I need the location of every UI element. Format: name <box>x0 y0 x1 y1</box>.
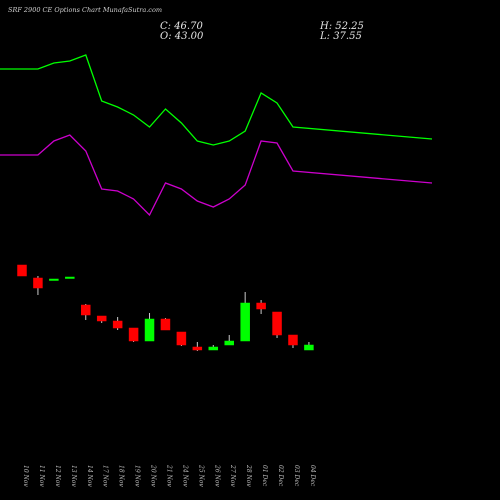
candle-12-nov <box>49 278 59 281</box>
candle-20-nov <box>144 313 155 342</box>
candle-27-nov <box>224 335 234 346</box>
candle-body <box>112 320 123 329</box>
candle-body <box>208 346 219 351</box>
candle-21-nov <box>160 318 171 331</box>
candle-body <box>304 344 314 351</box>
candle-03-dec <box>288 334 298 348</box>
candle-body <box>256 302 266 310</box>
x-tick-label: 19 Nov <box>134 465 141 487</box>
candle-11-nov <box>33 276 43 295</box>
candle-body <box>160 318 171 331</box>
x-tick-label: 24 Nov <box>181 464 188 487</box>
candle-body <box>33 277 43 289</box>
candle-24-nov <box>176 331 187 346</box>
x-tick-label: 21 Nov <box>165 464 172 487</box>
x-tick-label: 20 Nov <box>150 464 157 487</box>
x-tick-label: 11 Nov <box>38 465 45 487</box>
candle-body <box>49 278 59 281</box>
x-tick-label: 27 Nov <box>229 464 236 487</box>
x-tick-label: 17 Nov <box>102 465 109 487</box>
candle-body <box>17 264 27 277</box>
lower-band-line <box>0 134 433 217</box>
candle-02-dec <box>272 311 282 338</box>
candle-19-nov <box>128 327 139 342</box>
open-value: O: 43.00 <box>160 31 204 42</box>
candle-body <box>192 346 203 351</box>
x-tick-label: 01 Dec <box>261 465 268 487</box>
x-tick-label: 25 Nov <box>197 464 204 487</box>
candle-body <box>144 318 155 342</box>
candle-body <box>81 304 91 316</box>
upper-band-line <box>0 54 433 146</box>
x-tick-label: 12 Nov <box>54 465 61 487</box>
x-tick-label: 18 Nov <box>118 465 125 487</box>
candle-14-nov <box>81 304 91 320</box>
chart-title: SRF 2900 CE Options Chart MunafaSutra.co… <box>8 6 163 14</box>
candle-body <box>224 340 234 346</box>
x-tick-label: 28 Nov <box>245 464 252 487</box>
candle-04-dec <box>304 342 314 351</box>
candle-28-nov <box>240 292 250 342</box>
x-tick-label: 04 Dec <box>309 465 316 487</box>
x-tick-label: 14 Nov <box>86 465 93 487</box>
candle-13-nov <box>65 276 75 279</box>
x-tick-label: 10 Nov <box>22 465 29 487</box>
x-tick-label: 02 Dec <box>277 465 284 487</box>
candle-body <box>176 331 187 346</box>
low-value: L: 37.55 <box>320 31 362 42</box>
x-tick-label: 13 Nov <box>70 465 77 487</box>
candle-body <box>65 276 75 279</box>
x-tick-label: 03 Dec <box>293 465 300 487</box>
candle-25-nov <box>192 342 203 351</box>
high-value: H: 52.25 <box>320 21 364 32</box>
candle-body <box>240 302 250 342</box>
candle-body <box>128 327 139 342</box>
x-tick-label: 26 Nov <box>213 464 220 487</box>
candle-10-nov <box>17 264 27 277</box>
candle-body <box>272 311 282 336</box>
close-value: C: 46.70 <box>160 21 203 32</box>
candle-17-nov <box>96 315 107 323</box>
candle-18-nov <box>112 317 123 330</box>
candle-01-dec <box>256 300 266 314</box>
candle-26-nov <box>208 345 219 351</box>
candle-body <box>96 315 107 322</box>
candle-body <box>288 334 298 346</box>
